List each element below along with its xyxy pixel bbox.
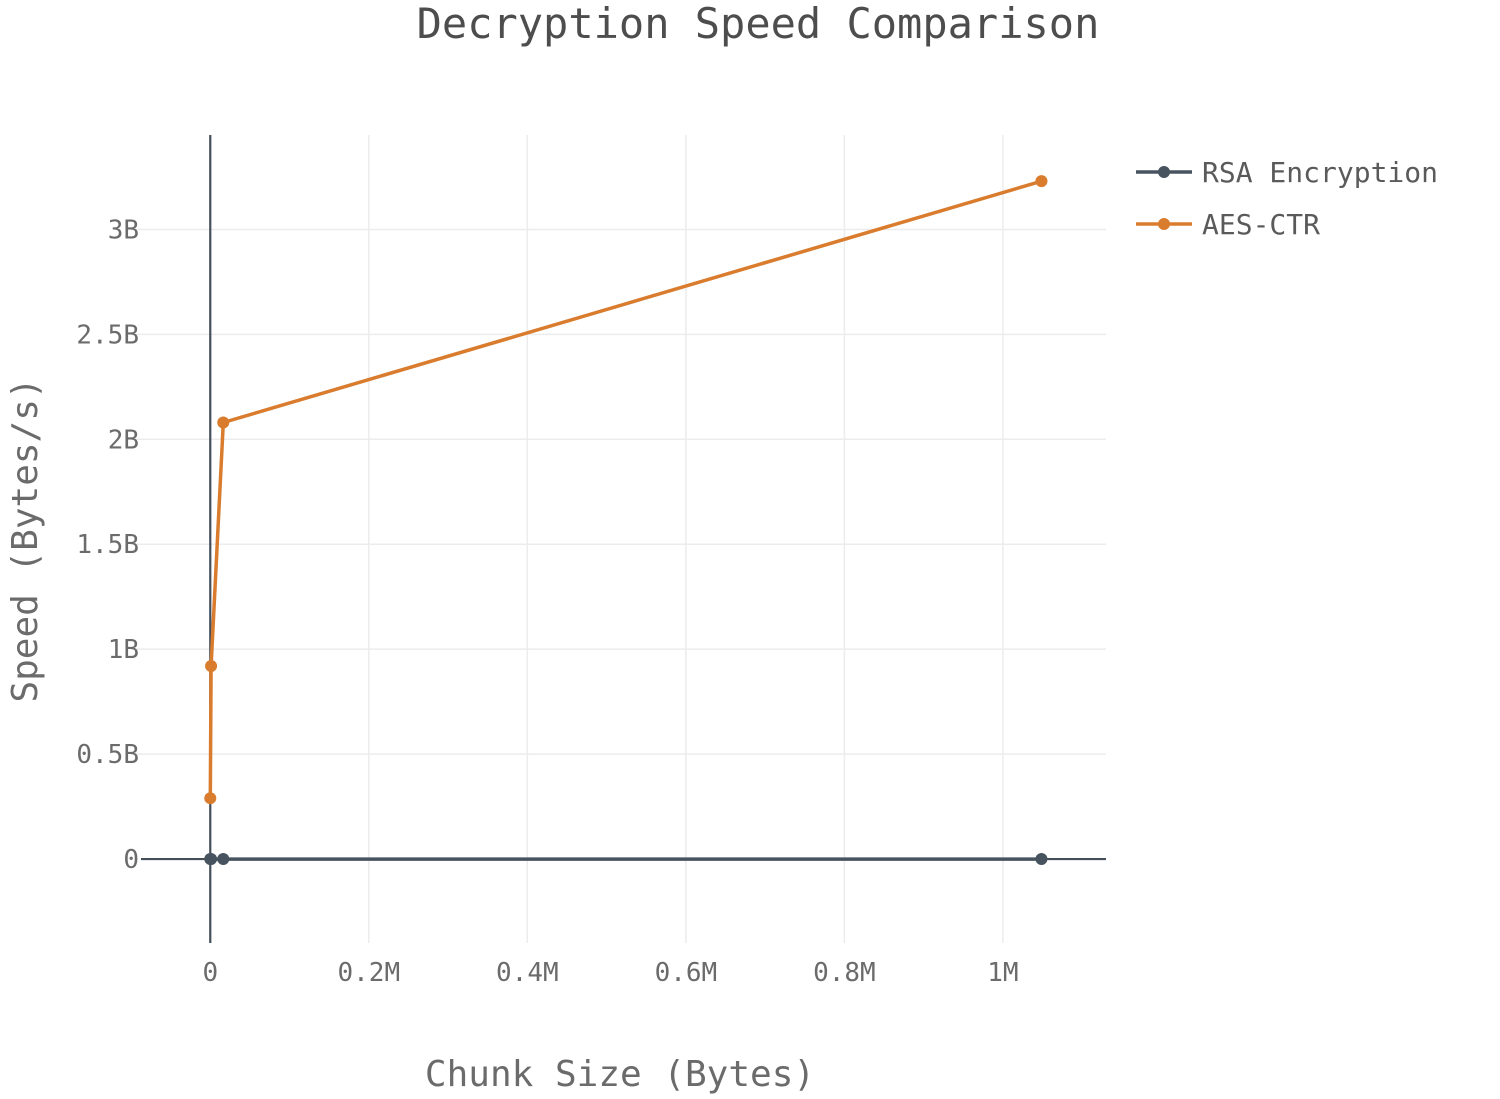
legend-item[interactable]: RSA Encryption: [1136, 156, 1438, 189]
data-point[interactable]: [205, 853, 218, 866]
axes-layer: [141, 135, 1106, 943]
data-point[interactable]: [204, 792, 217, 805]
y-tick-labels: 0 0.5B 1B 1.5B 2B 2.5B 3B: [76, 215, 139, 875]
y-tick-label: 0: [123, 845, 139, 875]
legend-item[interactable]: AES-CTR: [1136, 208, 1320, 241]
data-point[interactable]: [1035, 853, 1048, 866]
series-layer: [204, 175, 1048, 866]
data-point[interactable]: [217, 416, 230, 429]
x-axis-title: Chunk Size (Bytes): [425, 1054, 815, 1095]
series-rsa-encryption: [204, 853, 1048, 866]
x-tick-label: 0: [202, 958, 218, 988]
x-tick-label: 1M: [987, 958, 1018, 988]
legend-label: AES-CTR: [1202, 208, 1320, 241]
data-point[interactable]: [205, 659, 218, 672]
legend-swatch-marker: [1158, 166, 1170, 178]
legend-label: RSA Encryption: [1202, 156, 1438, 189]
series-aes-ctr: [204, 175, 1048, 805]
legend[interactable]: RSA Encryption AES-CTR: [1136, 156, 1438, 241]
grid-layer: [131, 135, 1106, 943]
data-point[interactable]: [217, 853, 230, 866]
y-axis-title: Speed (Bytes/s): [5, 377, 46, 702]
chart-title: Decryption Speed Comparison: [417, 0, 1100, 48]
y-tick-label: 0.5B: [76, 740, 139, 770]
x-tick-label: 0.4M: [496, 958, 559, 988]
data-point[interactable]: [1035, 175, 1048, 188]
y-tick-label: 1.5B: [76, 530, 139, 560]
x-tick-labels: 0 0.2M 0.4M 0.6M 0.8M 1M: [202, 958, 1018, 988]
series-line: [208, 179, 1044, 800]
legend-swatch-marker: [1158, 218, 1170, 230]
y-tick-label: 2B: [108, 425, 139, 455]
x-tick-label: 0.2M: [337, 958, 400, 988]
x-tick-label: 0.8M: [813, 958, 876, 988]
y-tick-label: 3B: [108, 215, 139, 245]
x-tick-label: 0.6M: [655, 958, 718, 988]
y-tick-label: 2.5B: [76, 320, 139, 350]
y-tick-label: 1B: [108, 635, 139, 665]
